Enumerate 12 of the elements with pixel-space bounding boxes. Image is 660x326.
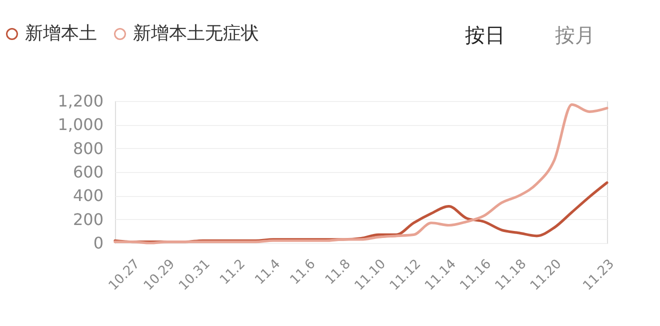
y-tick-label: 0 [93, 234, 104, 252]
y-tick-label: 1,200 [58, 92, 104, 110]
y-tick-label: 1,000 [58, 115, 104, 134]
legend-label: 新增本土无症状 [133, 23, 259, 44]
text: 按月 [555, 23, 595, 47]
y-tick-label: 600 [72, 162, 104, 182]
text: 按日 [465, 23, 505, 47]
y-tick-label: 200 [72, 210, 104, 229]
y-tick-label: 400 [72, 186, 104, 206]
line-series [114, 103, 608, 244]
legend-label: 新增本土 [25, 23, 97, 44]
y-tick-label: 800 [72, 138, 104, 158]
